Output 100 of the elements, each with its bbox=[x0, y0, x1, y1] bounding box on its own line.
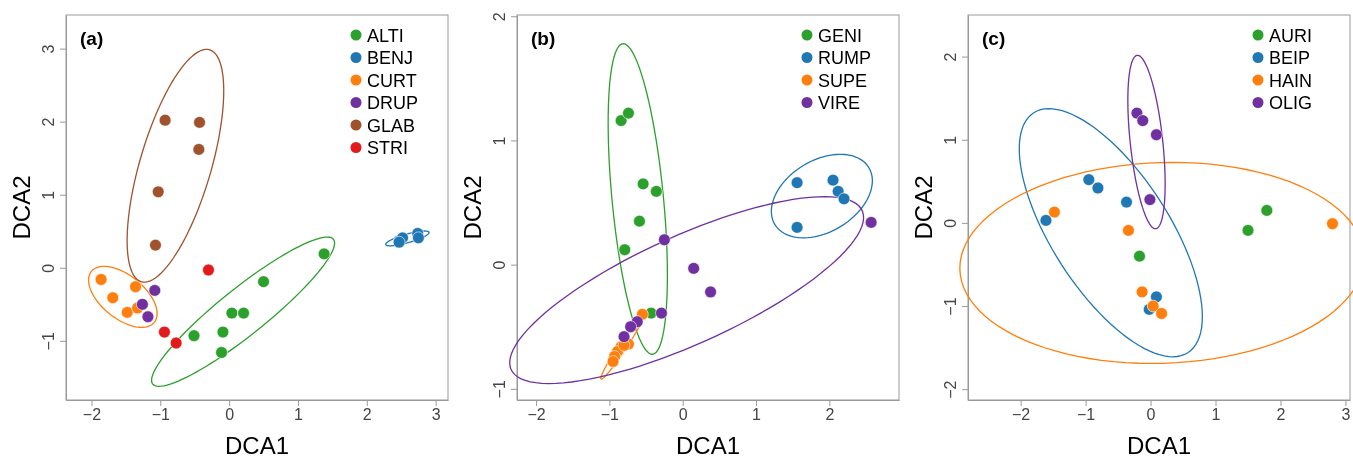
point bbox=[617, 330, 631, 343]
legend-label: OLIG bbox=[1269, 93, 1313, 113]
point bbox=[1260, 204, 1274, 217]
x-tick-label: −2 bbox=[1012, 406, 1031, 424]
point bbox=[1091, 181, 1105, 195]
x-tick-label: 3 bbox=[1341, 406, 1351, 424]
text: (c) bbox=[982, 28, 1006, 49]
point bbox=[790, 176, 804, 189]
x-tick-label: −2 bbox=[527, 406, 546, 424]
point bbox=[650, 185, 663, 198]
point bbox=[136, 298, 149, 311]
point bbox=[193, 116, 206, 129]
point bbox=[1326, 217, 1339, 230]
point bbox=[1135, 285, 1149, 299]
y-tick-label: 1 bbox=[491, 136, 508, 146]
legend-label: BEIP bbox=[1269, 48, 1311, 68]
x-tick-label: 1 bbox=[1211, 406, 1221, 424]
point bbox=[687, 262, 700, 275]
legend-label: STRI bbox=[367, 138, 409, 158]
point bbox=[169, 336, 183, 350]
point bbox=[216, 325, 230, 339]
x-tick-label: 2 bbox=[362, 406, 372, 424]
legend-label: CURT bbox=[367, 70, 417, 91]
point bbox=[202, 263, 215, 277]
point bbox=[658, 233, 671, 246]
y-axis-title: DCA2 bbox=[8, 175, 35, 240]
x-tick-label: 1 bbox=[294, 406, 303, 424]
y-tick-label: 2 bbox=[40, 117, 57, 127]
legend-label: GLAB bbox=[367, 115, 416, 136]
point bbox=[317, 247, 331, 261]
point bbox=[149, 238, 162, 252]
point bbox=[121, 306, 134, 319]
legend-label: RUMP bbox=[818, 48, 871, 68]
x-tick-label: −2 bbox=[82, 406, 102, 424]
point bbox=[215, 346, 228, 359]
legend-label: SUPE bbox=[818, 70, 868, 91]
point bbox=[837, 192, 851, 206]
y-axis-title: DCA2 bbox=[910, 175, 937, 240]
point bbox=[1122, 224, 1135, 237]
point bbox=[655, 306, 668, 320]
point bbox=[1039, 214, 1053, 227]
legend-label: VIRE bbox=[818, 93, 861, 113]
text: (b) bbox=[531, 28, 556, 49]
y-tick-label: −1 bbox=[40, 332, 57, 351]
point bbox=[1155, 307, 1168, 320]
y-tick-label: −1 bbox=[942, 297, 959, 316]
x-tick-label: 2 bbox=[1276, 406, 1286, 424]
point bbox=[633, 214, 646, 228]
point bbox=[1082, 173, 1096, 186]
point bbox=[622, 106, 635, 120]
y-tick-label: 0 bbox=[942, 218, 959, 228]
legend-label: AURI bbox=[1269, 25, 1313, 46]
point bbox=[225, 306, 239, 320]
x-tick-label: −1 bbox=[1076, 406, 1096, 424]
y-tick-label: 2 bbox=[942, 52, 959, 62]
point bbox=[624, 320, 637, 333]
point bbox=[1143, 193, 1157, 206]
point bbox=[614, 114, 628, 127]
point bbox=[864, 216, 878, 229]
point bbox=[1150, 128, 1163, 141]
legend-label: ALTI bbox=[367, 25, 404, 46]
point bbox=[94, 273, 108, 286]
y-tick-label: 1 bbox=[40, 190, 57, 200]
y-tick-label: 1 bbox=[942, 135, 959, 145]
y-tick-label: 0 bbox=[491, 260, 508, 270]
point bbox=[1048, 205, 1061, 219]
point bbox=[237, 306, 250, 320]
point bbox=[148, 284, 162, 297]
y-axis-title: DCA2 bbox=[459, 175, 486, 240]
x-tick-label: 2 bbox=[825, 406, 835, 424]
point bbox=[106, 291, 120, 304]
point bbox=[790, 221, 804, 234]
point bbox=[187, 329, 201, 342]
y-tick-label: 2 bbox=[491, 12, 508, 22]
point bbox=[704, 285, 717, 299]
point bbox=[1133, 249, 1146, 263]
point bbox=[158, 325, 171, 339]
point bbox=[129, 280, 142, 293]
point bbox=[1136, 114, 1149, 127]
x-axis-title: DCA1 bbox=[224, 432, 290, 459]
point bbox=[152, 185, 165, 198]
point bbox=[412, 231, 425, 245]
x-tick-label: −1 bbox=[151, 406, 171, 424]
x-axis-title: DCA1 bbox=[675, 432, 741, 459]
point bbox=[1120, 195, 1133, 209]
y-tick-label: 3 bbox=[40, 44, 57, 54]
point bbox=[257, 275, 270, 288]
x-tick-label: −1 bbox=[600, 406, 620, 424]
x-tick-label: 0 bbox=[678, 406, 688, 424]
y-tick-label: 0 bbox=[40, 263, 57, 273]
x-tick-label: 0 bbox=[1146, 406, 1156, 424]
legend-label: GENI bbox=[818, 25, 863, 46]
y-tick-label: −2 bbox=[942, 380, 959, 399]
point bbox=[1241, 224, 1255, 237]
x-axis-title: DCA1 bbox=[1126, 432, 1192, 459]
point bbox=[606, 355, 620, 368]
point bbox=[826, 173, 840, 187]
x-tick-label: 0 bbox=[225, 406, 235, 424]
legend-label: HAIN bbox=[1269, 70, 1313, 91]
point bbox=[618, 243, 631, 256]
